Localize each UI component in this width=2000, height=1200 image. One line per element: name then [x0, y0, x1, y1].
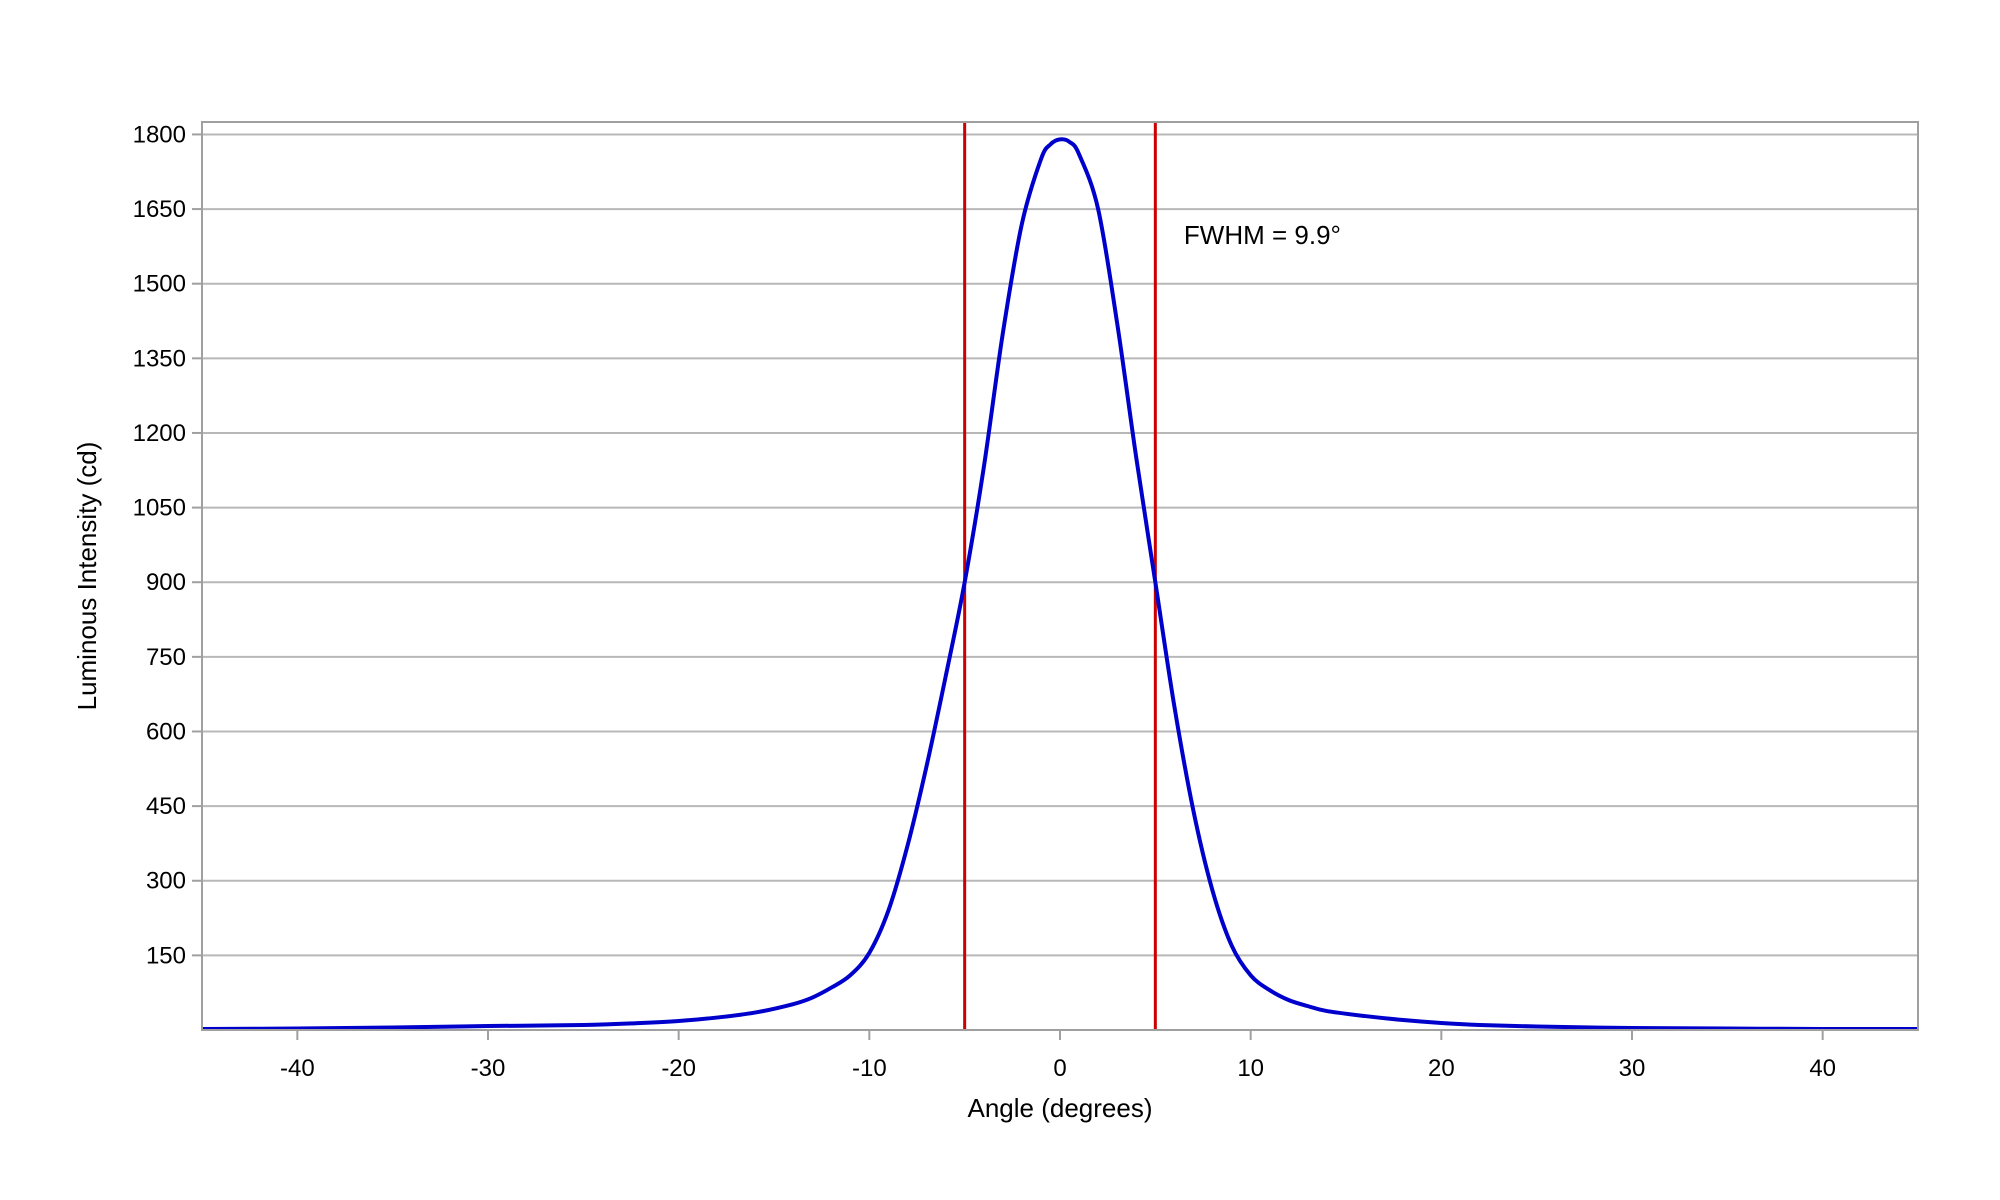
- y-tick-label: 1650: [133, 196, 186, 223]
- annotations: FWHM = 9.9°: [1184, 220, 1341, 250]
- y-tick-label: 750: [146, 644, 186, 671]
- axis-ticks: 1503004506007509001050120013501500165018…: [133, 121, 1836, 1082]
- y-tick-label: 450: [146, 793, 186, 820]
- plot-frame: [201, 121, 1919, 1031]
- y-tick-label: 1350: [133, 345, 186, 372]
- x-tick-label: -30: [471, 1055, 506, 1082]
- series-group: [201, 137, 1919, 1032]
- x-tick-label: -40: [280, 1055, 315, 1082]
- x-tick-label: -10: [852, 1055, 887, 1082]
- y-tick-label: 300: [146, 868, 186, 895]
- x-axis-title: Angle (degrees): [968, 1093, 1153, 1123]
- y-axis-title: Luminous Intensity (cd): [72, 442, 102, 711]
- x-tick-label: -20: [661, 1055, 696, 1082]
- series-line: [201, 137, 1919, 1032]
- y-tick-label: 1050: [133, 495, 186, 522]
- x-tick-label: 0: [1053, 1055, 1066, 1082]
- y-tick-label: 150: [146, 942, 186, 969]
- x-tick-label: 40: [1809, 1055, 1836, 1082]
- fwhm-annotation: FWHM = 9.9°: [1184, 220, 1341, 250]
- y-tick-label: 1500: [133, 271, 186, 298]
- x-tick-label: 30: [1619, 1055, 1646, 1082]
- x-tick-label: 20: [1428, 1055, 1455, 1082]
- y-tick-label: 900: [146, 569, 186, 596]
- plot-background: [202, 122, 1918, 1030]
- y-tick-label: 1800: [133, 121, 186, 148]
- y-tick-label: 600: [146, 718, 186, 745]
- x-tick-label: 10: [1237, 1055, 1264, 1082]
- y-tick-label: 1200: [133, 420, 186, 447]
- grid-lines: [202, 133, 1918, 957]
